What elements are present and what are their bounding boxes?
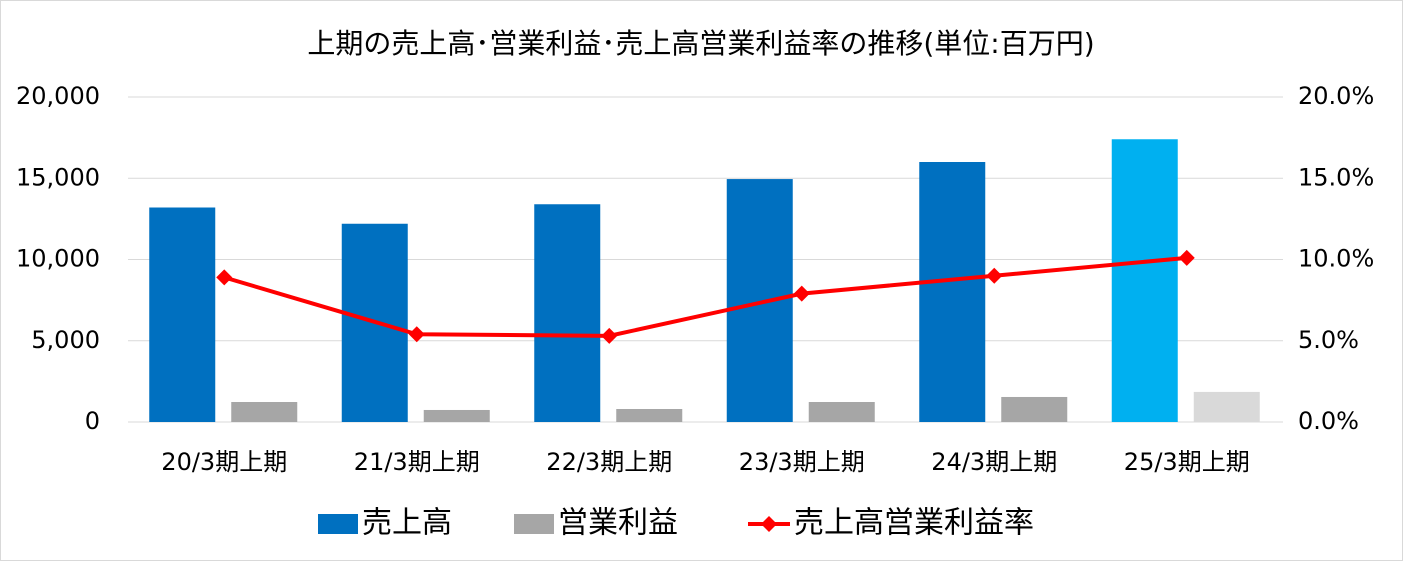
bar xyxy=(616,409,683,422)
y2-tick-label: 15.0% xyxy=(1298,163,1374,191)
y2-tick-label: 5.0% xyxy=(1298,326,1359,354)
bar xyxy=(919,162,986,422)
line xyxy=(223,255,1187,338)
x-tick-label: 25/3期上期 xyxy=(1124,448,1250,476)
y-tick-label: 0 xyxy=(85,407,100,435)
bar xyxy=(808,402,875,422)
y-tick-label: 15,000 xyxy=(16,163,100,191)
legend-swatch xyxy=(318,514,358,534)
marker xyxy=(793,285,810,302)
legend-label: 売上高営業利益率 xyxy=(794,506,1034,541)
y-tick-label: 5,000 xyxy=(31,326,100,354)
marker xyxy=(601,327,618,344)
x-tick-label: 20/3期上期 xyxy=(161,448,287,476)
marker xyxy=(408,326,425,343)
legend-label: 売上高 xyxy=(362,506,452,541)
x-tick-label: 22/3期上期 xyxy=(546,448,672,476)
bar xyxy=(1193,391,1260,422)
bar xyxy=(1001,396,1068,422)
marker xyxy=(986,267,1003,284)
bar xyxy=(1111,139,1178,422)
y-tick-label: 10,000 xyxy=(16,245,100,273)
legend-label: 営業利益 xyxy=(558,506,678,541)
y2-tick-label: 20.0% xyxy=(1298,82,1374,110)
x-tick-label: 21/3期上期 xyxy=(354,448,480,476)
chart-title: 上期の売上高･営業利益･売上高営業利益率の推移(単位:百万円) xyxy=(307,27,1094,60)
legend-swatch xyxy=(514,514,554,534)
x-tick-label: 24/3期上期 xyxy=(931,448,1057,476)
y2-tick-label: 10.0% xyxy=(1298,245,1374,273)
bar xyxy=(726,179,793,422)
bar xyxy=(231,402,298,422)
bar xyxy=(149,207,216,422)
y2-tick-label: 0.0% xyxy=(1298,407,1359,435)
marker xyxy=(216,269,233,286)
marker xyxy=(1178,249,1195,266)
x-tick-label: 23/3期上期 xyxy=(739,448,865,476)
bar xyxy=(534,204,601,422)
y-tick-label: 20,000 xyxy=(16,82,100,110)
legend-marker xyxy=(761,516,777,532)
bar xyxy=(423,409,490,422)
